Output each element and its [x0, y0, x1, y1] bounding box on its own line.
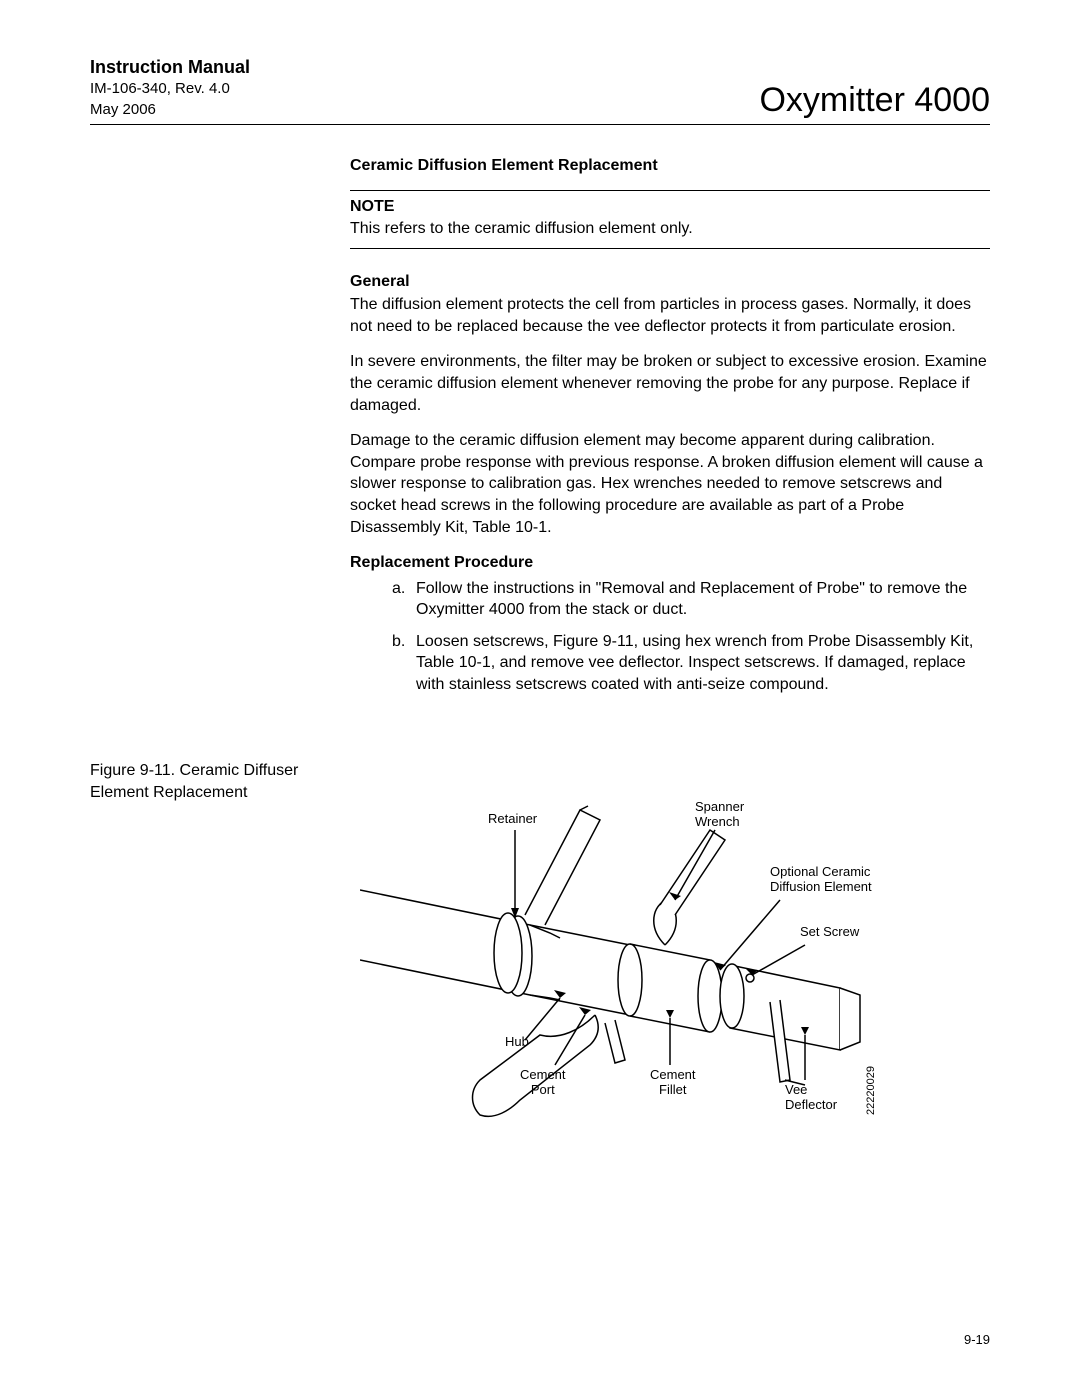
label-optional-diffusion: Optional Ceramic Diffusion Element	[770, 865, 872, 895]
doc-id: IM-106-340, Rev. 4.0	[90, 79, 250, 99]
section-title: Ceramic Diffusion Element Replacement	[350, 155, 990, 177]
doc-date: May 2006	[90, 100, 250, 120]
figure-diagram: Retainer Spanner Wrench Optional Ceramic…	[360, 770, 920, 1140]
procedure-list: a. Follow the instructions in "Removal a…	[350, 578, 990, 696]
note-text: This refers to the ceramic diffusion ele…	[350, 218, 990, 240]
procedure-step: a. Follow the instructions in "Removal a…	[392, 578, 990, 621]
step-marker: a.	[392, 578, 416, 621]
step-text: Loosen setscrews, Figure 9-11, using hex…	[416, 631, 990, 696]
header-left: Instruction Manual IM-106-340, Rev. 4.0 …	[90, 55, 250, 120]
label-cement-fillet: Cement Fillet	[650, 1068, 696, 1098]
label-hub: Hub	[505, 1035, 529, 1050]
label-retainer: Retainer	[488, 812, 537, 827]
drawing-id: 22220029	[865, 1066, 877, 1115]
note-label: NOTE	[350, 196, 990, 218]
general-p3: Damage to the ceramic diffusion element …	[350, 430, 990, 538]
label-vee-deflector: Vee Deflector	[785, 1083, 837, 1113]
label-set-screw: Set Screw	[800, 925, 859, 940]
step-text: Follow the instructions in "Removal and …	[416, 578, 990, 621]
general-p2: In severe environments, the filter may b…	[350, 351, 990, 416]
figure-caption: Figure 9-11. Ceramic Diffuser Element Re…	[90, 760, 320, 803]
note-block: NOTE This refers to the ceramic diffusio…	[350, 190, 990, 248]
page-number: 9-19	[964, 1332, 990, 1347]
page-header: Instruction Manual IM-106-340, Rev. 4.0 …	[90, 55, 990, 125]
product-name: Oxymitter 4000	[759, 81, 990, 120]
general-p1: The diffusion element protects the cell …	[350, 294, 990, 337]
page: Instruction Manual IM-106-340, Rev. 4.0 …	[0, 0, 1080, 1397]
label-cement-port: Cement Port	[520, 1068, 566, 1098]
label-spanner-wrench: Spanner Wrench	[695, 800, 744, 830]
manual-title: Instruction Manual	[90, 55, 250, 79]
general-heading: General	[350, 271, 990, 293]
content: Ceramic Diffusion Element Replacement NO…	[350, 155, 990, 696]
step-marker: b.	[392, 631, 416, 696]
procedure-step: b. Loosen setscrews, Figure 9-11, using …	[392, 631, 990, 696]
procedure-heading: Replacement Procedure	[350, 552, 990, 574]
